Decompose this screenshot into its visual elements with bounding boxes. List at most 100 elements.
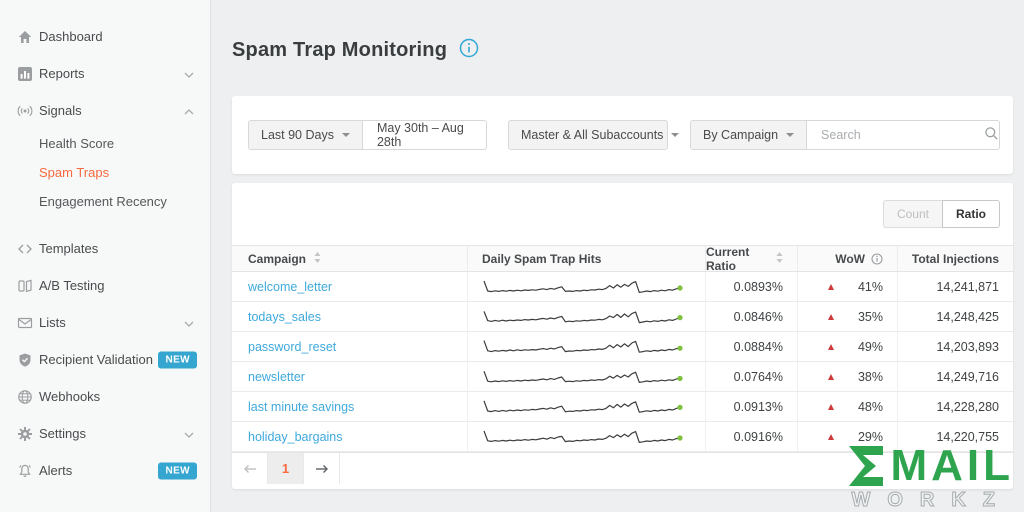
info-icon[interactable] (459, 38, 479, 63)
trend-up-icon (828, 433, 834, 440)
current-ratio-value: 0.0893% (705, 272, 797, 301)
table-row: password_reset 0.0884% 49% 14,203,893 (232, 332, 1013, 362)
caret-down-icon (786, 133, 795, 137)
date-preset-dropdown[interactable]: Last 90 Days (249, 121, 363, 149)
wow-value: 48% (857, 399, 883, 414)
table-row: welcome_letter 0.0893% 41% 14,241,871 (232, 272, 1013, 302)
wow-cell: 38% (797, 362, 897, 391)
sort-icon (314, 251, 321, 266)
column-header-daily-hits: Daily Spam Trap Hits (467, 246, 705, 271)
sidebar: Dashboard Reports Signals (0, 0, 211, 512)
campaign-link[interactable]: password_reset (248, 339, 337, 354)
trend-up-icon (828, 313, 834, 320)
sidebar-item-templates[interactable]: Templates (0, 230, 210, 267)
logo-text-workz: WORKZ (851, 489, 1012, 511)
pagination: 1 (232, 452, 1013, 484)
sidebar-item-settings[interactable]: Settings (0, 415, 210, 452)
wow-value: 35% (857, 309, 883, 324)
campaign-link[interactable]: last minute savings (248, 399, 355, 414)
sidebar-item-label: Engagement Recency (39, 194, 167, 209)
wow-value: 38% (857, 369, 883, 384)
ratio-toggle-button[interactable]: Ratio (942, 200, 1000, 228)
sidebar-item-engagement-recency[interactable]: Engagement Recency (0, 187, 210, 216)
home-icon (17, 29, 33, 45)
envelope-icon (17, 315, 33, 331)
trend-up-icon (828, 343, 834, 350)
sidebar-item-label: Signals (39, 103, 82, 118)
sidebar-item-label: Reports (39, 66, 85, 81)
page-title: Spam Trap Monitoring (232, 39, 448, 61)
sidebar-item-label: A/B Testing (39, 278, 105, 293)
current-ratio-value: 0.0913% (705, 392, 797, 421)
column-header-total-injections: Total Injections (897, 246, 1013, 271)
group-by-label: By Campaign (703, 128, 779, 142)
sidebar-item-webhooks[interactable]: Webhooks (0, 378, 210, 415)
sidebar-item-ab-testing[interactable]: A/B Testing (0, 267, 210, 304)
column-label: WoW (835, 251, 865, 266)
new-badge: NEW (158, 462, 197, 479)
sidebar-item-label: Health Score (39, 136, 115, 151)
account-filter-label: Master & All Subaccounts (521, 128, 664, 142)
code-icon (17, 241, 33, 257)
group-by-dropdown[interactable]: By Campaign (691, 121, 808, 149)
sidebar-item-recipient-validation[interactable]: Recipient Validation NEW (0, 341, 210, 378)
search-icon (984, 126, 999, 144)
current-ratio-value: 0.0764% (705, 362, 797, 391)
filter-bar: Last 90 Days May 30th – Aug 28th Master … (232, 96, 1013, 174)
table-row: todays_sales 0.0846% 35% 14,248,425 (232, 302, 1013, 332)
sidebar-item-reports[interactable]: Reports (0, 55, 210, 92)
sidebar-item-signals[interactable]: Signals (0, 92, 210, 129)
sidebar-item-alerts[interactable]: Alerts NEW (0, 452, 210, 489)
sparkline-chart (483, 370, 683, 383)
chevron-down-icon (184, 425, 194, 443)
sidebar-item-label: Templates (39, 241, 99, 256)
next-page-button[interactable] (304, 453, 340, 484)
sidebar-item-label: Recipient Validation (39, 352, 153, 367)
main-content: Spam Trap Monitoring Last 90 Days May 30… (211, 0, 1024, 512)
total-injections-value: 14,249,716 (897, 362, 1013, 391)
column-header-current-ratio[interactable]: Current Ratio (705, 245, 797, 273)
info-icon[interactable] (871, 252, 883, 265)
count-toggle-button[interactable]: Count (882, 200, 942, 228)
new-badge: NEW (158, 351, 197, 368)
caret-down-icon (671, 133, 680, 137)
sidebar-item-lists[interactable]: Lists (0, 304, 210, 341)
emailworkz-logo: MAIL WORKZ (848, 444, 1014, 511)
account-filter-dropdown[interactable]: Master & All Subaccounts (508, 120, 680, 150)
campaign-link[interactable]: newsletter (248, 369, 305, 384)
page-header: Spam Trap Monitoring (232, 38, 479, 63)
current-ratio-value: 0.0916% (705, 422, 797, 451)
campaign-link[interactable]: welcome_letter (248, 279, 333, 294)
column-header-campaign[interactable]: Campaign (232, 246, 467, 271)
sidebar-item-dashboard[interactable]: Dashboard (0, 18, 210, 55)
filter-row: Last 90 Days May 30th – Aug 28th Master … (248, 120, 1000, 150)
campaign-link[interactable]: holiday_bargains (248, 429, 343, 444)
date-range-label: May 30th – Aug 28th (376, 121, 464, 149)
sparkline-chart (483, 280, 683, 293)
table-row: last minute savings 0.0913% 48% 14,228,2… (232, 392, 1013, 422)
gear-icon (17, 426, 33, 442)
sidebar-item-health-score[interactable]: Health Score (0, 129, 210, 158)
wow-cell: 49% (797, 332, 897, 361)
table-row: holiday_bargains 0.0916% 29% 14,220,755 (232, 422, 1013, 452)
search-input[interactable] (819, 127, 985, 143)
column-header-wow: WoW (797, 246, 897, 271)
previous-page-button[interactable] (232, 453, 268, 484)
shield-icon (17, 352, 33, 368)
globe-icon (17, 389, 33, 405)
sparkline-chart (483, 430, 683, 443)
wow-value: 49% (857, 339, 883, 354)
date-range-field[interactable]: May 30th – Aug 28th (363, 121, 486, 149)
column-label: Daily Spam Trap Hits (482, 251, 602, 266)
sidebar-item-label: Lists (39, 315, 66, 330)
sidebar-item-label: Settings (39, 426, 86, 441)
wow-cell: 29% (797, 422, 897, 451)
sidebar-item-spam-traps[interactable]: Spam Traps (0, 158, 210, 187)
trend-up-icon (828, 283, 834, 290)
bar-chart-icon (17, 66, 33, 82)
ab-test-icon (17, 278, 33, 294)
sidebar-item-label: Spam Traps (39, 165, 110, 180)
total-injections-value: 14,203,893 (897, 332, 1013, 361)
campaign-link[interactable]: todays_sales (248, 309, 321, 324)
page-number-button[interactable]: 1 (268, 453, 304, 484)
